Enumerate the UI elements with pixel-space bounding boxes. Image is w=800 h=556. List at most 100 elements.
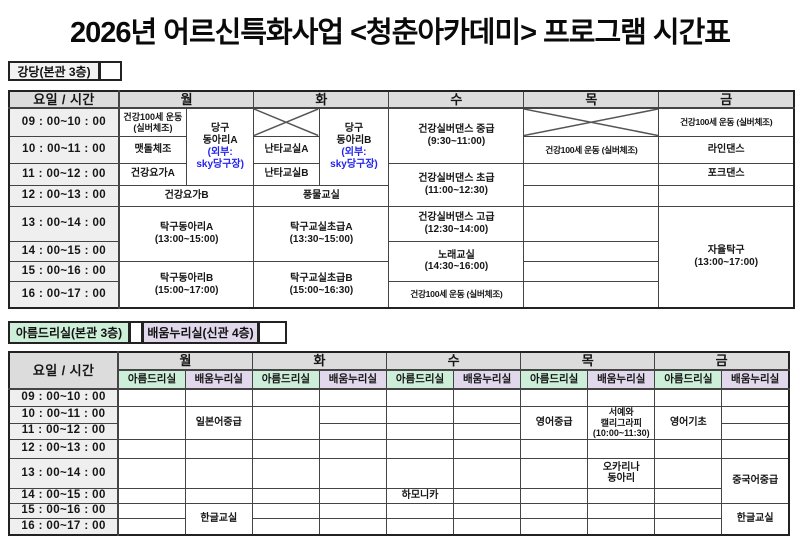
empty-cell (117, 487, 186, 504)
empty-cell (453, 502, 522, 519)
program-cell: 탁구동아리A (13:00~15:00) (118, 205, 255, 262)
empty-cell (385, 517, 455, 536)
program-cell: 건강100세 운동 (실버체조) (388, 280, 525, 309)
empty-cell (251, 487, 320, 504)
empty-cell (385, 457, 455, 489)
empty-cell (587, 438, 656, 459)
empty-cell (523, 162, 660, 186)
empty-cell (453, 406, 522, 424)
empty-cell (251, 406, 320, 440)
day-header-tue: 화 (253, 90, 390, 110)
room-header: 배움누리실 (184, 369, 253, 390)
empty-cell (587, 517, 656, 536)
hall-label-strip: 강당(본관 3층) (8, 61, 800, 81)
program-cell: 자율탁구 (13:00~17:00) (658, 205, 795, 309)
program-cell: 영어중급 (520, 406, 589, 440)
empty-cell (318, 517, 388, 536)
empty-cell (385, 502, 455, 519)
empty-cell (453, 517, 522, 536)
empty-cell (385, 422, 455, 440)
time-cell: 12 : 00~13 : 00 (8, 438, 120, 459)
empty-cell (251, 502, 320, 519)
empty-cell (523, 260, 660, 282)
empty-cell (587, 502, 656, 519)
program-cell: 건강요가B (118, 184, 255, 207)
empty-cell (520, 487, 589, 504)
empty-cell (520, 517, 589, 536)
program-cell: 건강100세 운동 (실버체조) (658, 107, 795, 137)
empty-cell (721, 422, 790, 440)
day-header-tue: 화 (251, 351, 388, 371)
hall-label-spacer (100, 61, 122, 81)
empty-cell (117, 517, 186, 536)
empty-cell (251, 457, 320, 489)
time-cell: 12 : 00~13 : 00 (8, 184, 120, 207)
day-header-mon: 월 (117, 351, 253, 371)
time-cell: 11 : 00~12 : 00 (8, 162, 120, 186)
day-header-thu: 목 (523, 90, 660, 110)
empty-cell (654, 487, 723, 504)
time-cell: 11 : 00~12 : 00 (8, 422, 120, 440)
day-header-thu: 목 (520, 351, 656, 371)
empty-cell (184, 487, 253, 504)
empty-cell (520, 438, 589, 459)
time-cell: 13 : 00~14 : 00 (8, 457, 120, 489)
time-cell: 16 : 00~17 : 00 (8, 280, 120, 309)
program-cell: 건강실버댄스 초급 (11:00~12:30) (388, 162, 525, 207)
day-header-fri: 금 (654, 351, 790, 371)
empty-cell (721, 406, 790, 424)
empty-cell (117, 438, 186, 459)
empty-cell (318, 438, 388, 459)
program-cell: 난타교실A (253, 135, 320, 164)
program-cell: 서예와 캘리그라피 (10:00~11:30) (587, 406, 656, 440)
day-time-header: 요일 / 시간 (8, 90, 120, 110)
room-header: 아름드리실 (654, 369, 723, 390)
crossed-cell (253, 107, 320, 137)
program-cell: 탁구동아리B (15:00~17:00) (118, 260, 255, 309)
program-cell: 난타교실B (253, 162, 320, 186)
auditorium-table-wrap: 요일 / 시간 월 화 수 목 금 09 : 00~10 : 00 건강100세 운동 (실버체… (0, 90, 800, 310)
day-header-mon: 월 (118, 90, 255, 110)
x-mark-icon (524, 109, 658, 136)
empty-cell (453, 487, 522, 504)
empty-cell (453, 388, 522, 408)
empty-cell (318, 388, 388, 408)
empty-cell (523, 184, 660, 207)
empty-cell (117, 457, 186, 489)
program-cell: 건강100세 운동 (실버체조) (523, 135, 660, 164)
time-cell: 10 : 00~11 : 00 (8, 406, 120, 424)
program-cell: 건강실버댄스 고급 (12:30~14:00) (388, 205, 525, 242)
x-mark-icon (254, 109, 318, 136)
hall-label: 강당(본관 3층) (8, 61, 100, 81)
empty-cell (453, 438, 522, 459)
time-cell: 14 : 00~15 : 00 (8, 487, 120, 504)
program-cell: 탁구교실초급B (15:00~16:30) (253, 260, 390, 309)
time-cell: 13 : 00~14 : 00 (8, 205, 120, 242)
program-cell: 라인댄스 (658, 135, 795, 164)
empty-cell (184, 457, 253, 489)
time-cell: 09 : 00~10 : 00 (8, 388, 120, 408)
room-label-spacer (259, 321, 287, 345)
room-header: 배움누리실 (721, 369, 790, 390)
empty-cell (318, 457, 388, 489)
empty-cell (721, 388, 790, 408)
empty-cell (251, 438, 320, 459)
empty-cell (318, 487, 388, 504)
day-header-wed: 수 (385, 351, 522, 371)
room-header: 배움누리실 (587, 369, 656, 390)
room-header: 아름드리실 (117, 369, 186, 390)
empty-cell (117, 502, 186, 519)
empty-cell (721, 438, 790, 459)
time-cell: 16 : 00~17 : 00 (8, 517, 120, 536)
program-cell: 당구 동아리B (외부: sky당구장) (318, 107, 390, 186)
program-cell: 포크댄스 (658, 162, 795, 186)
empty-cell (385, 438, 455, 459)
crossed-cell (523, 107, 660, 137)
empty-cell (318, 502, 388, 519)
program-cell: 건강요가A (118, 162, 187, 186)
program-cell: 풍물교실 (253, 184, 390, 207)
time-cell: 14 : 00~15 : 00 (8, 240, 120, 262)
program-cell: 오카리나 동아리 (587, 457, 656, 489)
room-header: 아름드리실 (385, 369, 455, 390)
day-time-header: 요일 / 시간 (8, 351, 120, 390)
